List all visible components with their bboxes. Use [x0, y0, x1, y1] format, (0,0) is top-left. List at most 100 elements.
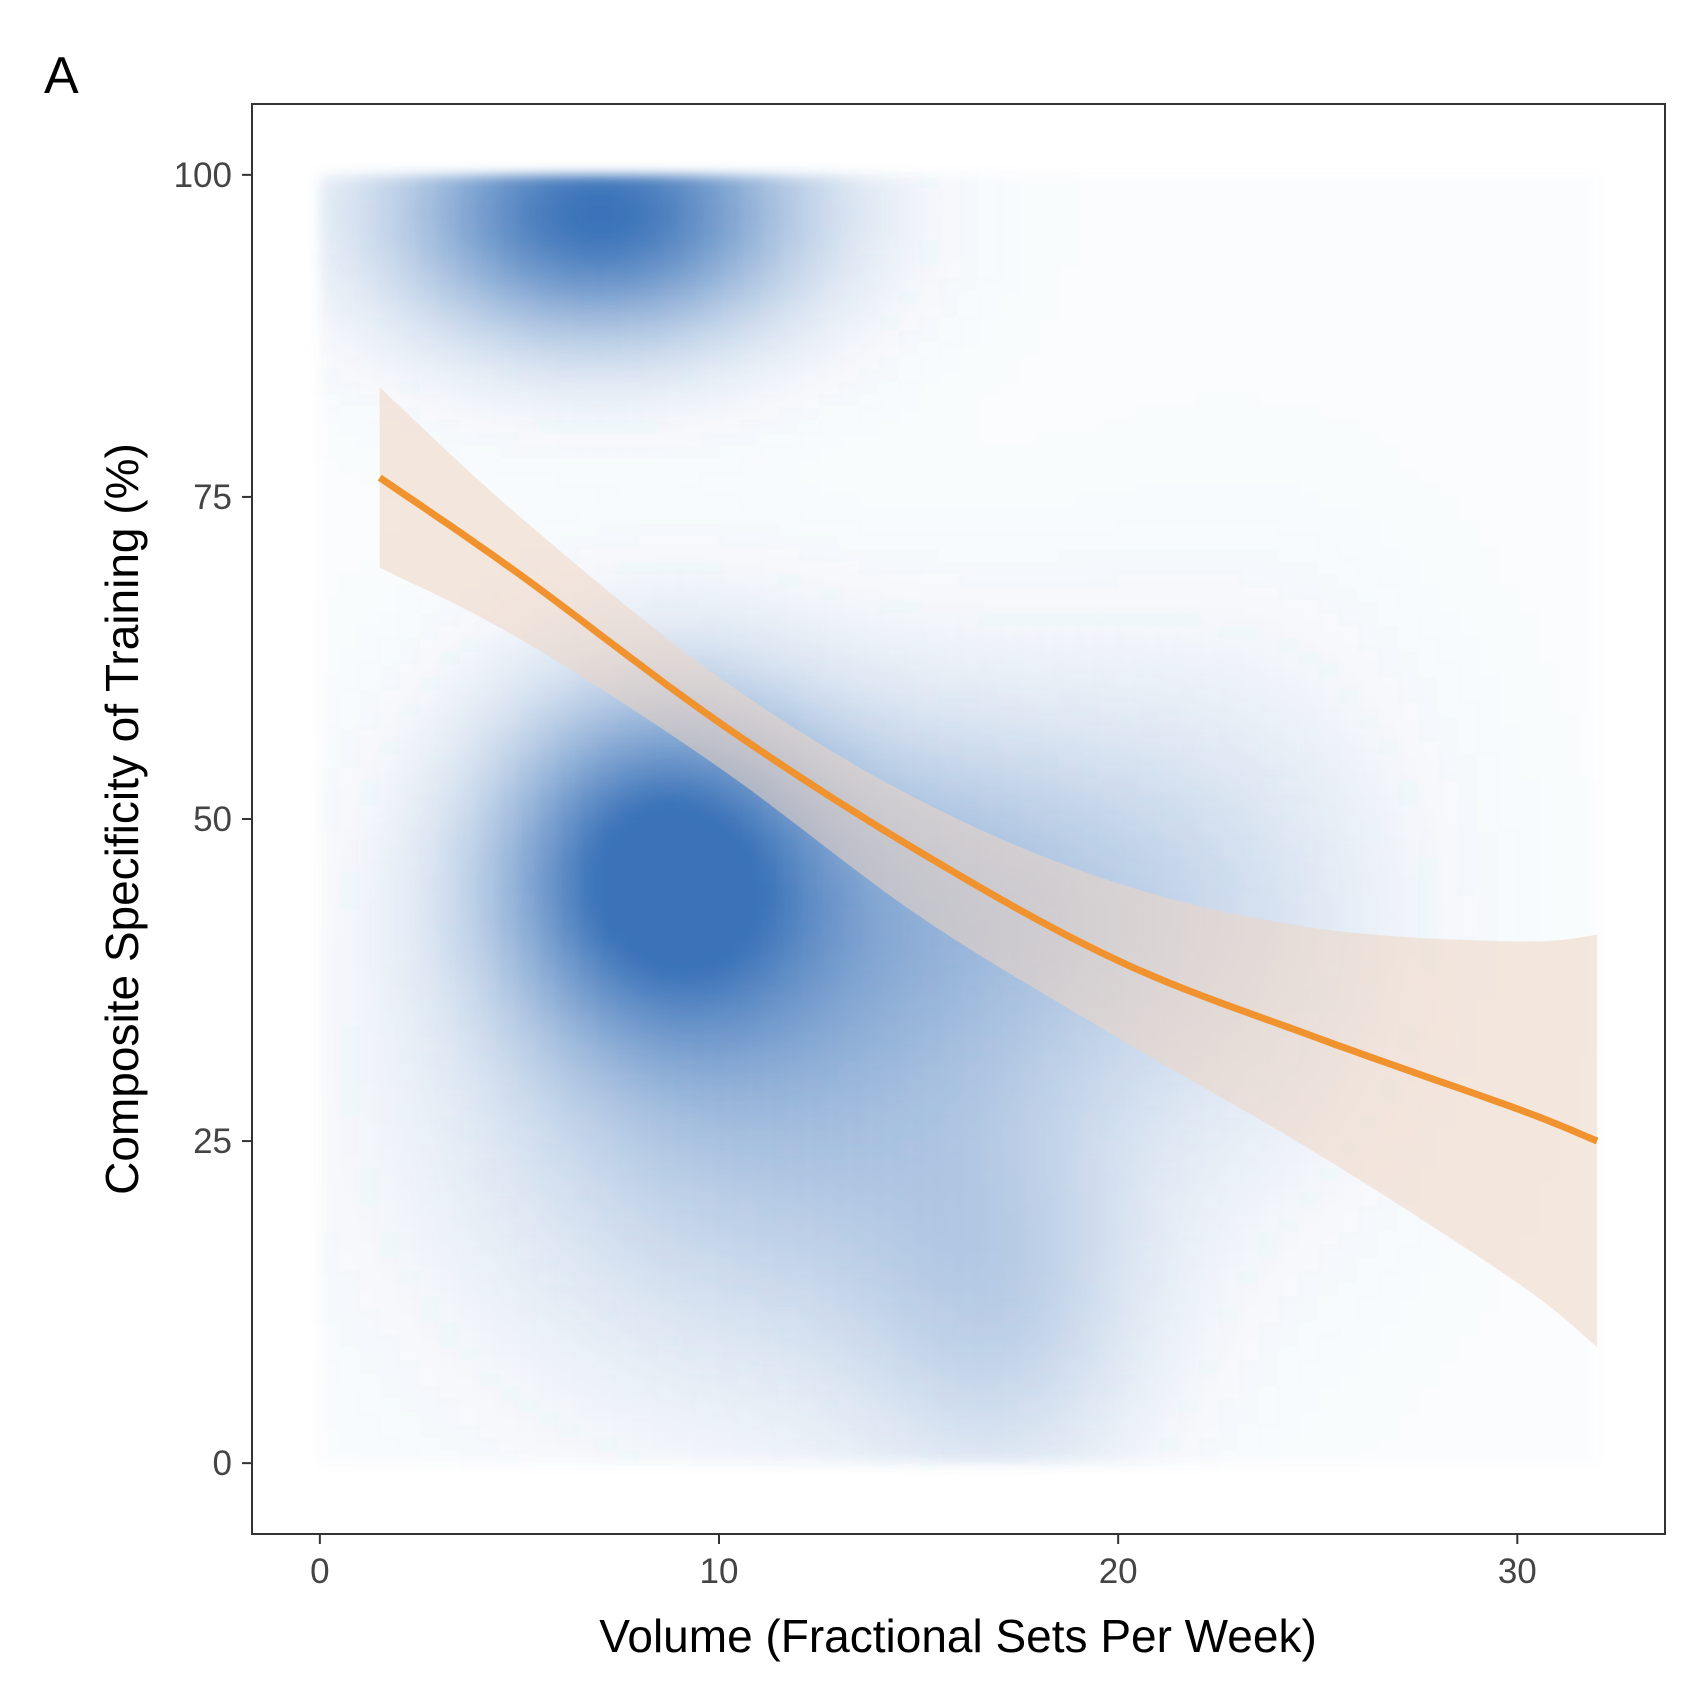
- density-cell: [1278, 201, 1299, 214]
- density-cell: [340, 484, 361, 497]
- density-cell: [679, 471, 700, 484]
- density-cell: [359, 1166, 381, 1181]
- density-cell: [319, 277, 341, 292]
- density-cell: [1218, 201, 1239, 214]
- density-cell: [959, 201, 980, 214]
- density-cell: [898, 1372, 920, 1387]
- panel-label: A: [44, 47, 79, 105]
- density-cell: [639, 265, 660, 279]
- density-cell: [499, 239, 521, 253]
- density-cell: [1197, 1295, 1219, 1310]
- density-cell: [679, 239, 700, 253]
- density-cell: [379, 1012, 401, 1026]
- density-cell: [359, 1102, 381, 1116]
- density-cell: [719, 342, 740, 356]
- density-cell: [619, 1115, 640, 1129]
- density-cell: [859, 368, 880, 381]
- density-cell: [659, 1360, 680, 1374]
- density-cell: [559, 445, 580, 458]
- density-cell: [1098, 1218, 1119, 1232]
- density-cell: [339, 934, 361, 949]
- density-cell: [719, 857, 740, 872]
- density-cell: [1278, 1360, 1299, 1373]
- density-cell: [579, 200, 600, 215]
- density-cell: [1217, 612, 1239, 627]
- density-cell: [479, 844, 501, 859]
- density-cell: [959, 484, 980, 497]
- density-cell: [1197, 1244, 1219, 1258]
- density-cell: [898, 1334, 920, 1348]
- density-cell: [1217, 651, 1239, 665]
- density-cell: [998, 252, 1019, 265]
- density-cell: [1118, 1063, 1139, 1078]
- density-cell: [1178, 1295, 1199, 1310]
- density-cell: [1297, 793, 1319, 807]
- density-cell: [619, 290, 640, 305]
- density-cell: [778, 187, 800, 202]
- density-cell: [1178, 291, 1199, 304]
- density-cell: [938, 1334, 960, 1348]
- density-cell: [978, 433, 999, 446]
- density-cell: [1018, 523, 1039, 536]
- density-cell: [499, 1244, 521, 1258]
- density-cell: [818, 1411, 840, 1426]
- density-cell: [599, 1115, 620, 1129]
- density-cell: [619, 329, 640, 343]
- density-cell: [738, 947, 760, 962]
- density-cell: [1158, 870, 1179, 885]
- density-cell: [1098, 1192, 1119, 1207]
- density-cell: [559, 1231, 580, 1245]
- density-cell: [639, 741, 660, 756]
- density-cell: [1298, 355, 1319, 368]
- density-cell: [738, 1347, 760, 1361]
- density-cell: [898, 909, 920, 923]
- density-cell: [659, 1269, 680, 1284]
- density-cell: [319, 213, 341, 227]
- density-cell: [758, 1128, 780, 1142]
- density-cell: [798, 290, 820, 305]
- density-cell: [319, 1244, 341, 1258]
- density-cell: [878, 1050, 900, 1065]
- density-cell: [639, 368, 660, 382]
- density-cell: [539, 1102, 560, 1116]
- density-cell: [858, 625, 880, 640]
- density-cell: [1158, 741, 1179, 756]
- density-cell: [739, 484, 760, 497]
- density-cell: [459, 252, 481, 266]
- density-cell: [1178, 1141, 1199, 1155]
- density-cell: [1237, 806, 1259, 820]
- density-cell: [739, 458, 760, 471]
- density-cell: [798, 1385, 820, 1400]
- density-cell: [699, 793, 720, 807]
- density-cell: [639, 497, 660, 510]
- density-cell: [1078, 1295, 1099, 1310]
- density-cell: [499, 213, 521, 227]
- density-cell: [1058, 599, 1079, 614]
- density-cell: [759, 510, 780, 523]
- density-cell: [499, 780, 521, 794]
- density-cell: [479, 1347, 501, 1361]
- density-cell: [859, 381, 880, 394]
- density-cell: [460, 1450, 481, 1463]
- density-cell: [619, 510, 640, 523]
- density-cell: [858, 342, 880, 356]
- density-cell: [1138, 1269, 1159, 1284]
- density-cell: [1178, 445, 1199, 458]
- density-cell: [360, 407, 381, 420]
- density-cell: [399, 741, 421, 756]
- density-cell: [419, 380, 441, 395]
- density-cell: [978, 1012, 1000, 1026]
- density-cell: [619, 1102, 640, 1116]
- density-cell: [1278, 342, 1299, 355]
- density-cell: [998, 819, 1019, 833]
- density-cell: [1158, 883, 1179, 897]
- density-cell: [1138, 1450, 1159, 1464]
- density-cell: [858, 1231, 880, 1245]
- density-cell: [879, 548, 900, 561]
- density-cell: [699, 355, 720, 369]
- density-cell: [978, 819, 1000, 833]
- density-cell: [1158, 226, 1179, 239]
- density-cell: [1078, 497, 1099, 510]
- density-cell: [1038, 806, 1059, 820]
- density-cell: [878, 174, 900, 189]
